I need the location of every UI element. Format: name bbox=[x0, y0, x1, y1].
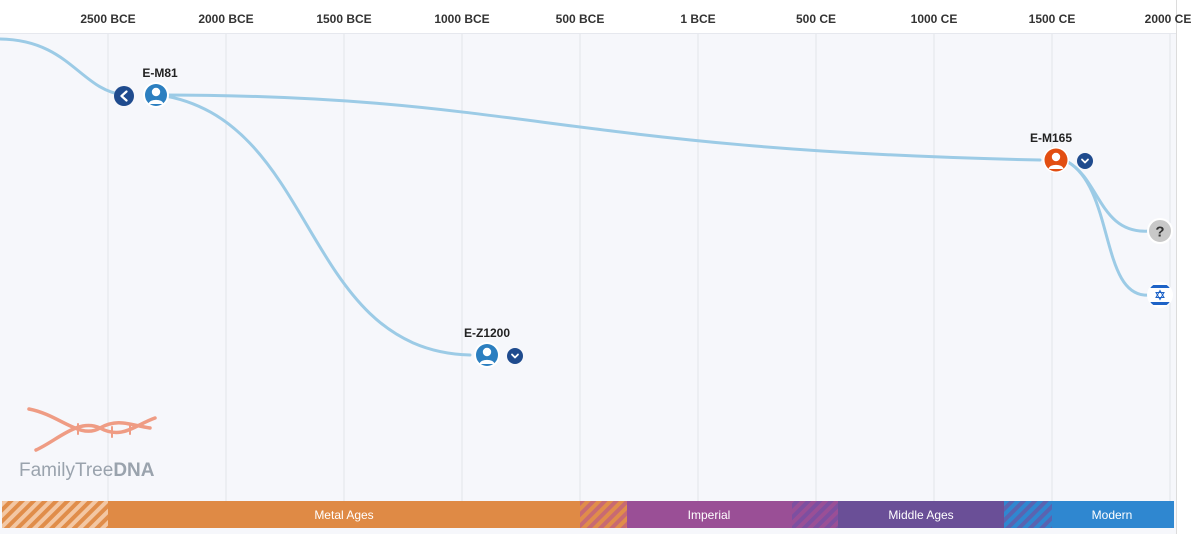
person-icon bbox=[148, 87, 164, 104]
lineage-line-m165-to-israel bbox=[1066, 160, 1152, 297]
israel-flag-icon bbox=[1148, 283, 1172, 307]
back-button-circle[interactable] bbox=[114, 86, 134, 106]
era-transition-metal-imperial bbox=[580, 501, 627, 528]
haplogroup-node-e-m165[interactable]: E-M165 bbox=[1030, 131, 1072, 173]
logo-wordmark: FamilyTreeDNA bbox=[19, 460, 155, 481]
question-icon[interactable] bbox=[1147, 218, 1173, 244]
expand-button-circle[interactable] bbox=[507, 348, 523, 364]
haplogroup-node-e-m81[interactable]: E-M81 bbox=[142, 66, 178, 108]
era-label-middle-ages: Middle Ages bbox=[888, 508, 953, 522]
era-label-modern: Modern bbox=[1092, 508, 1133, 522]
dna-helix-icon bbox=[27, 407, 157, 452]
chevron-down-icon bbox=[1081, 158, 1089, 164]
axis-tick-label: 1500 BCE bbox=[316, 12, 371, 26]
axis-header-background bbox=[0, 0, 1176, 34]
era-transition-middle-modern bbox=[1004, 501, 1052, 528]
person-icon bbox=[479, 347, 495, 364]
axis-tick-label: 1000 BCE bbox=[434, 12, 489, 26]
question-mark: ? bbox=[1155, 224, 1164, 241]
era-band: Metal Ages Imperial Middle Ages Modern bbox=[2, 501, 1174, 528]
logo-wordmark-regular: FamilyTree bbox=[19, 460, 113, 481]
axis-tick-label: 500 BCE bbox=[556, 12, 605, 26]
back-button[interactable] bbox=[114, 86, 134, 106]
expand-button-e-m165[interactable] bbox=[1077, 153, 1093, 169]
axis-tick-label: 2000 BCE bbox=[198, 12, 253, 26]
era-transition-imperial-middle bbox=[792, 501, 838, 528]
lineage-lines bbox=[0, 37, 1152, 357]
era-label-imperial: Imperial bbox=[688, 508, 731, 522]
expand-button-circle[interactable] bbox=[1077, 153, 1093, 169]
era-segment-metal-ages[interactable] bbox=[108, 501, 580, 528]
lineage-line-ancestor-to-m81 bbox=[0, 37, 126, 97]
axis-tick-label: 2000 CE bbox=[1145, 12, 1192, 26]
familytreedna-logo: FamilyTreeDNA bbox=[19, 407, 157, 481]
expand-button-e-z1200[interactable] bbox=[507, 348, 523, 364]
era-segment-middle-ages[interactable] bbox=[838, 501, 1004, 528]
era-transition-stone-metal bbox=[2, 501, 108, 528]
era-segment-modern[interactable] bbox=[1052, 501, 1174, 528]
chevron-left-icon bbox=[120, 90, 128, 102]
axis-tick-label: 500 CE bbox=[796, 12, 836, 26]
node-label-e-m165: E-M165 bbox=[1030, 131, 1072, 145]
axis-tick-label: 1000 CE bbox=[911, 12, 958, 26]
node-label-e-z1200: E-Z1200 bbox=[464, 326, 510, 340]
lineage-line-m81-to-m165 bbox=[158, 93, 1042, 162]
person-icon bbox=[1048, 152, 1064, 169]
axis-tick-label: 2500 BCE bbox=[80, 12, 135, 26]
era-label-metal-ages: Metal Ages bbox=[314, 508, 373, 522]
node-label-e-m81: E-M81 bbox=[142, 66, 178, 80]
gridlines bbox=[107, 34, 1171, 501]
era-segment-imperial[interactable] bbox=[627, 501, 792, 528]
axis-tick-label: 1 BCE bbox=[680, 12, 715, 26]
chevron-down-icon bbox=[511, 353, 519, 359]
axis-tick-label: 1500 CE bbox=[1029, 12, 1076, 26]
right-scrollbar[interactable] bbox=[1176, 0, 1200, 534]
lineage-line-m81-to-z1200 bbox=[158, 93, 472, 357]
time-axis: 2500 BCE 2000 BCE 1500 BCE 1000 BCE 500 … bbox=[80, 12, 1191, 26]
logo-wordmark-bold: DNA bbox=[113, 460, 154, 481]
haplogroup-node-e-z1200[interactable]: E-Z1200 bbox=[464, 326, 510, 368]
unknown-origin-node[interactable]: ? bbox=[1147, 218, 1173, 244]
israel-flag-node[interactable] bbox=[1146, 282, 1174, 308]
